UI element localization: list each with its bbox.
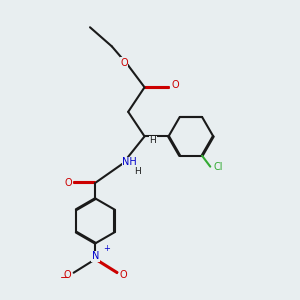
Text: O: O xyxy=(63,271,70,281)
Text: O: O xyxy=(171,80,179,89)
Text: +: + xyxy=(103,244,110,253)
Text: O: O xyxy=(119,271,127,281)
Text: Cl: Cl xyxy=(213,162,223,172)
Text: H: H xyxy=(149,136,156,145)
Text: O: O xyxy=(120,58,128,68)
Text: −: − xyxy=(59,274,69,284)
Text: N: N xyxy=(92,251,99,261)
Text: O: O xyxy=(64,178,72,188)
Text: H: H xyxy=(134,167,141,176)
Text: NH: NH xyxy=(122,157,137,167)
